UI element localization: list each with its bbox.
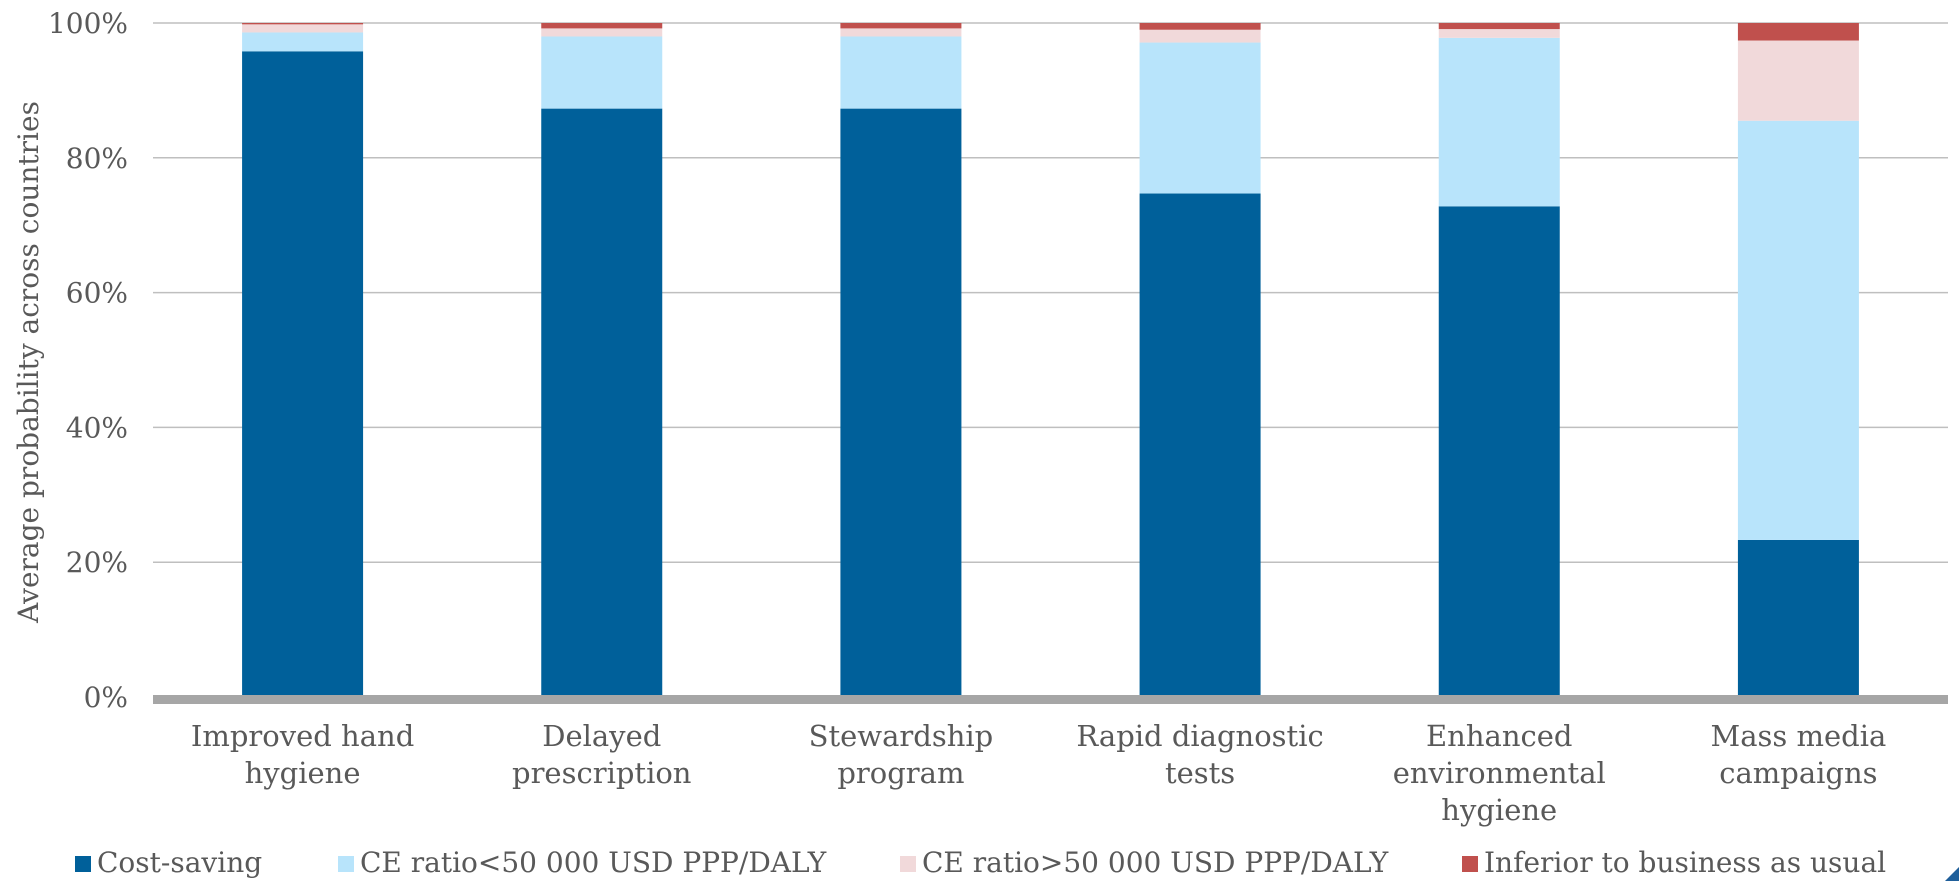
bar-stack xyxy=(840,23,962,697)
bar-segment xyxy=(541,36,663,109)
bar-segment xyxy=(242,32,364,52)
y-tick-label: 40% xyxy=(66,411,128,444)
bar-segment xyxy=(840,28,962,37)
bar-segment xyxy=(840,23,962,29)
bar-segment xyxy=(541,108,663,697)
bar-segment xyxy=(1737,539,1859,697)
legend-swatch xyxy=(1462,856,1478,872)
bar-segment xyxy=(242,23,364,25)
bar-segment xyxy=(1438,206,1560,697)
y-tick-label: 20% xyxy=(66,546,128,579)
x-axis-line xyxy=(153,695,1948,704)
category-label: Rapid diagnostic tests xyxy=(1076,719,1323,790)
bar-stack xyxy=(1139,23,1261,697)
y-axis-label: Average probability across countries xyxy=(12,101,45,624)
corner-decoration xyxy=(1945,867,1959,881)
bar-segment xyxy=(1139,42,1261,194)
bar-stack xyxy=(541,23,663,697)
y-tick-label: 0% xyxy=(84,681,128,714)
y-tick-label: 80% xyxy=(66,142,128,175)
bar-segment xyxy=(1139,193,1261,697)
legend-item: Cost-saving xyxy=(75,846,262,879)
category-label: Delayed prescription xyxy=(512,719,691,790)
category-label: Mass media campaigns xyxy=(1711,719,1887,790)
legend-item: Inferior to business as usual xyxy=(1462,846,1886,879)
y-tick-label: 100% xyxy=(48,7,128,40)
bar-stack xyxy=(1438,23,1560,697)
category-label: Enhanced environmental hygiene xyxy=(1393,719,1606,827)
legend: Cost-saving CE ratio<50 000 USD PPP/DALY C… xyxy=(75,846,1886,879)
legend-item: CE ratio>50 000 USD PPP/DALY xyxy=(900,846,1389,879)
bar-segment xyxy=(1139,29,1261,43)
x-axis xyxy=(153,695,1948,704)
legend-label: Cost-saving xyxy=(97,846,262,879)
legend-label: CE ratio>50 000 USD PPP/DALY xyxy=(922,846,1389,879)
bar-segment xyxy=(1139,23,1261,30)
legend-swatch xyxy=(900,856,916,872)
bar-segment xyxy=(242,24,364,33)
bar-segment xyxy=(1438,37,1560,207)
bar-segment xyxy=(1737,40,1859,121)
category-label: Improved hand hygiene xyxy=(191,719,414,790)
category-labels: Improved hand hygiene Delayed prescription S… xyxy=(191,719,1886,827)
y-tick-labels: 0% 20% 40% 60% 80% 100% xyxy=(48,7,128,714)
bar-segment xyxy=(541,28,663,37)
bar-stack xyxy=(1737,23,1859,697)
bar-stacks xyxy=(242,23,1859,698)
bar-segment xyxy=(1438,23,1560,30)
bar-segment xyxy=(840,108,962,697)
bar-stack xyxy=(242,23,364,698)
legend-item: CE ratio<50 000 USD PPP/DALY xyxy=(338,846,827,879)
legend-label: CE ratio<50 000 USD PPP/DALY xyxy=(360,846,827,879)
bar-segment xyxy=(1737,120,1859,540)
gridlines xyxy=(153,22,1948,563)
bar-segment xyxy=(242,51,364,698)
bar-segment xyxy=(1438,29,1560,38)
legend-swatch xyxy=(338,856,354,872)
y-tick-label: 60% xyxy=(66,277,128,310)
category-label: Stewardship program xyxy=(809,719,994,790)
bar-segment xyxy=(1737,23,1859,41)
bar-segment xyxy=(541,23,663,29)
legend-swatch xyxy=(75,856,91,872)
bar-segment xyxy=(840,36,962,109)
legend-label: Inferior to business as usual xyxy=(1484,846,1886,879)
